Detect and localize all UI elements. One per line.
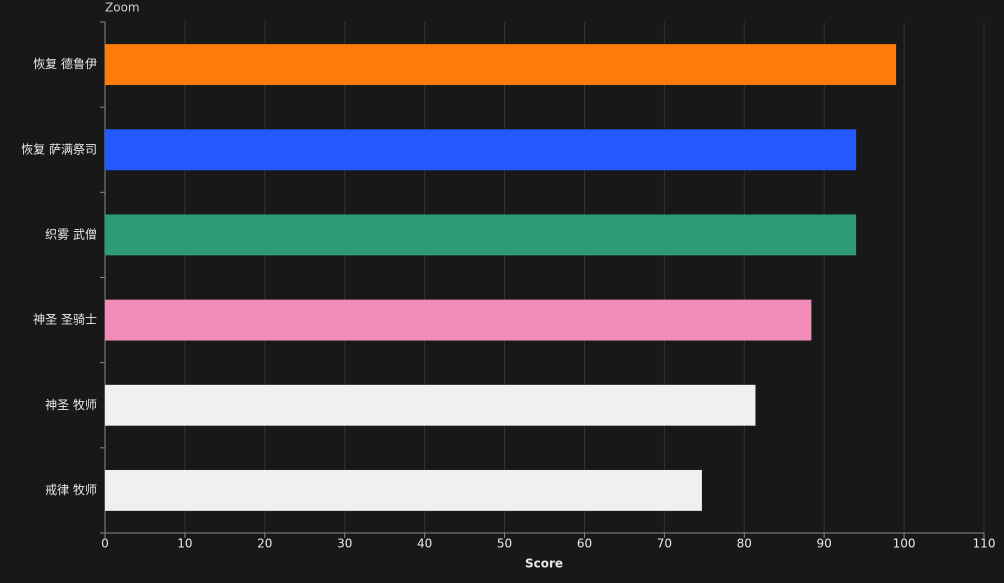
x-tick-label: 110 [973,537,996,551]
bar [105,129,857,171]
x-tick-label: 30 [337,537,352,551]
y-tick-label: 恢复 德鲁伊 [33,56,97,71]
x-tick-label: 40 [417,537,432,551]
x-tick-label: 80 [737,537,752,551]
x-tick-label: 10 [177,537,192,551]
x-tick-label: 50 [497,537,512,551]
bar [105,384,756,426]
x-tick-label: 60 [577,537,592,551]
x-tick-label: 90 [817,537,832,551]
x-tick-label: 100 [893,537,916,551]
x-tick-label: 70 [657,537,672,551]
y-tick-label: 织雾 武僧 [45,227,97,241]
bar [105,299,812,341]
bar [105,469,702,511]
y-tick-label: 神圣 圣骑士 [33,313,97,327]
zoom-label[interactable]: Zoom [105,1,140,15]
x-tick-label: 20 [257,537,272,551]
bar [105,44,897,86]
y-tick-label: 恢复 萨满祭司 [21,142,97,156]
y-tick-label: 神圣 牧师 [45,398,97,412]
y-tick-label: 戒律 牧师 [45,483,97,497]
x-tick-label: 0 [101,537,109,551]
bar [105,214,857,256]
x-axis-label: Score [525,557,563,571]
